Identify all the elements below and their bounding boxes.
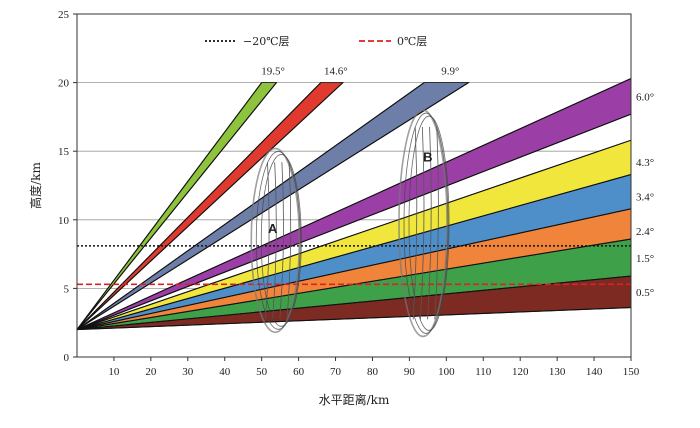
y-axis-label: 高度/km [28,162,43,209]
beam-edge-8-0 [77,307,631,331]
cloud-outline-B-2 [408,115,450,331]
x-tick-label-50: 50 [256,366,268,378]
beam-edge-2-0 [77,82,425,331]
beam-edge-2-1 [77,82,469,331]
y-tick-label-20: 20 [58,78,70,90]
legend-label-minus20: −20℃层 [243,35,290,48]
x-tick-label-140: 140 [586,366,603,378]
cloud-A: A [250,147,302,334]
beam-angle-labels: 19.5° 14.6° 9.9° 6.0° 4.3° 3.4° 2.4° 1.5° 0.5° [261,66,654,299]
beam-angle-label-6: 2.4° [636,226,654,238]
beam-edge-0-1 [77,82,277,330]
beam-layer [77,77,631,331]
cloud-outline-A-2 [260,154,302,327]
beam-edge-3-0 [77,113,631,331]
tick-layer: 10 20 30 40 50 60 70 80 90 100 110 120 130 140 150 0 5 10… [58,9,640,378]
beam-edge-1-1 [77,82,344,330]
cloud-outline-B-1 [403,112,449,334]
x-tick-label-70: 70 [330,366,342,378]
beam-angle-label-8: 0.5° [636,287,654,299]
cloud-streak-A-0 [265,162,270,319]
x-tick-label-80: 80 [367,366,379,378]
beam-edge-7-1 [77,238,631,331]
y-tick-label-15: 15 [58,146,70,158]
x-tick-label-10: 10 [108,366,120,378]
cloud-streak-A-3 [286,162,292,319]
beam-angle-label-3: 6.0° [636,91,654,103]
x-tick-label-150: 150 [623,366,640,378]
x-tick-label-120: 120 [512,366,529,378]
beam-angle-label-7: 1.5° [636,253,654,265]
cloud-streak-A-1 [272,162,277,319]
beam-angle-label-1: 14.6° [324,66,348,78]
x-tick-label-40: 40 [219,366,231,378]
x-tick-label-130: 130 [549,366,566,378]
beam-angle-label-4: 4.3° [636,157,654,169]
beam-angle-label-0: 19.5° [261,66,285,78]
cloud-streak-B-3 [434,126,439,320]
beam-angle-label-2: 9.9° [441,66,459,78]
beam-angle-label-5: 3.4° [636,191,654,203]
x-tick-label-100: 100 [438,366,455,378]
cloud-streak-B-2 [427,126,432,320]
plot-frame [76,13,632,358]
cloud-layer: AB [250,109,450,338]
beam-edge-0-0 [77,82,263,330]
cloud-outline-B-0 [398,109,448,338]
x-tick-label-60: 60 [293,366,305,378]
y-tick-label-5: 5 [64,283,70,295]
x-axis-label: 水平距离/km [319,392,390,407]
beam-edge-4-1 [77,139,631,331]
x-tick-label-30: 30 [182,366,194,378]
legend-label-zero: 0℃层 [397,35,427,48]
cloud-streak-B-0 [412,126,418,320]
y-tick-label-0: 0 [64,352,70,364]
cloud-label-B: B [423,150,432,165]
cloud-B: B [398,109,450,338]
cloud-label-A: A [268,221,278,236]
x-tick-label-90: 90 [404,366,416,378]
beam-edge-6-1 [77,208,631,331]
cloud-outline-A-1 [255,151,301,330]
cloud-streak-B-1 [420,126,425,320]
x-tick-label-20: 20 [145,366,157,378]
cloud-outline-A-0 [250,147,301,334]
beam-edge-1-0 [77,82,322,330]
reference-line-layer [77,245,631,286]
cloud-streak-A-2 [279,162,284,319]
legend: −20℃层 0℃层 [205,35,427,48]
beam-edge-5-1 [77,173,631,331]
x-tick-label-110: 110 [475,366,492,378]
y-tick-label-25: 25 [58,9,70,21]
y-tick-label-10: 10 [58,215,70,227]
beam-edge-3-1 [77,77,631,331]
